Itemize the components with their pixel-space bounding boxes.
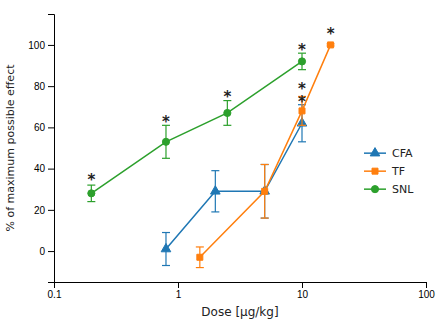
y-tick-mark bbox=[48, 45, 54, 46]
y-tick-label: 100 bbox=[28, 40, 45, 51]
plot-area: 0.1110100020406080100*******CFATFSNL bbox=[28, 15, 435, 301]
series bbox=[161, 105, 307, 266]
series-line bbox=[91, 61, 302, 193]
error-bar bbox=[211, 171, 219, 212]
annotation: * bbox=[162, 113, 170, 131]
legend-item: SNL bbox=[364, 183, 414, 196]
annotation: * bbox=[223, 88, 231, 106]
chart: 0.1110100020406080100*******CFATFSNLDose… bbox=[0, 0, 440, 324]
error-bar-cap bbox=[211, 170, 219, 171]
legend-label: CFA bbox=[392, 147, 413, 160]
y-tick: 80 bbox=[34, 81, 54, 92]
y-tick: 40 bbox=[34, 163, 54, 174]
data-point bbox=[162, 138, 169, 145]
error-bar-cap bbox=[261, 164, 269, 165]
error-bar-cap bbox=[196, 246, 204, 247]
y-tick-mark bbox=[48, 251, 54, 252]
data-point bbox=[224, 109, 231, 116]
y-tick: 20 bbox=[34, 205, 54, 216]
x-tick-label: 1 bbox=[176, 289, 182, 300]
data-point bbox=[262, 188, 268, 194]
y-tick-mark bbox=[48, 210, 54, 211]
y-tick-label: 40 bbox=[34, 163, 46, 174]
x-tick-mark bbox=[426, 282, 427, 288]
legend-item: CFA bbox=[364, 147, 413, 160]
annotation: * bbox=[87, 171, 95, 189]
y-tick-label: 0 bbox=[39, 246, 45, 257]
y-tick-mark bbox=[48, 169, 54, 170]
y-tick-label: 60 bbox=[34, 122, 46, 133]
data-point bbox=[328, 42, 334, 48]
y-tick-label: 80 bbox=[34, 81, 46, 92]
data-point bbox=[197, 254, 203, 260]
y-axis-line bbox=[48, 15, 55, 283]
annotation: * bbox=[327, 25, 335, 43]
error-bar-cap bbox=[298, 69, 306, 70]
error-bar-cap bbox=[223, 125, 231, 126]
y-axis-title: % of maximum possible effect bbox=[4, 64, 17, 232]
error-bar-cap bbox=[261, 217, 269, 218]
data-point bbox=[88, 190, 95, 197]
y-tick: 100 bbox=[28, 40, 54, 51]
error-bar-cap bbox=[298, 125, 306, 126]
series bbox=[196, 42, 335, 268]
y-axis: 0 20 40 60 80 100 bbox=[28, 15, 54, 283]
error-bar-cap bbox=[298, 141, 306, 142]
error-bar-cap bbox=[162, 158, 170, 159]
annotation: * bbox=[298, 41, 306, 59]
error-bar-cap bbox=[196, 267, 204, 268]
x-tick: 100 bbox=[418, 282, 435, 300]
y-tick: 60 bbox=[34, 122, 54, 133]
series bbox=[87, 53, 306, 201]
error-bar-cap bbox=[261, 217, 269, 218]
legend-label: TF bbox=[391, 165, 405, 178]
annotations: ******* bbox=[87, 25, 334, 189]
y-tick-label: 20 bbox=[34, 205, 46, 216]
y-tick-mark bbox=[48, 127, 54, 128]
y-tick: 0 bbox=[39, 246, 54, 257]
error-bar-cap bbox=[211, 211, 219, 212]
data-layer bbox=[87, 42, 334, 268]
x-tick: 0.1 bbox=[48, 282, 62, 300]
x-axis-title: Dose [μg/kg] bbox=[201, 305, 278, 319]
x-axis: 0.1 1 10 100 bbox=[48, 282, 436, 300]
data-point bbox=[211, 186, 221, 194]
legend-label: SNL bbox=[392, 183, 414, 196]
x-tick-label: 10 bbox=[297, 289, 309, 300]
x-tick-label: 0.1 bbox=[48, 289, 62, 300]
legend-item: TF bbox=[364, 165, 405, 178]
error-bar-cap bbox=[87, 201, 95, 202]
error-bar bbox=[261, 164, 269, 218]
y-tick-mark bbox=[48, 86, 54, 87]
error-bar-cap bbox=[261, 164, 269, 165]
data-point bbox=[161, 243, 171, 251]
x-tick: 10 bbox=[297, 282, 309, 300]
x-tick-mark bbox=[302, 282, 303, 288]
error-bar bbox=[196, 247, 204, 268]
error-bar bbox=[162, 233, 170, 266]
error-bar bbox=[261, 164, 269, 218]
x-tick-mark bbox=[178, 282, 179, 288]
x-axis-line bbox=[55, 283, 427, 289]
error-bar-cap bbox=[162, 265, 170, 266]
annotation: * bbox=[298, 93, 306, 111]
error-bar-cap bbox=[162, 232, 170, 233]
series-line bbox=[166, 123, 302, 249]
x-tick-label: 100 bbox=[418, 289, 435, 300]
series-line bbox=[200, 45, 331, 257]
legend-marker bbox=[372, 168, 378, 174]
x-tick: 1 bbox=[176, 282, 182, 300]
legend: CFA TF SNL bbox=[364, 147, 414, 196]
legend-marker bbox=[371, 186, 378, 193]
legend-marker bbox=[370, 148, 380, 156]
